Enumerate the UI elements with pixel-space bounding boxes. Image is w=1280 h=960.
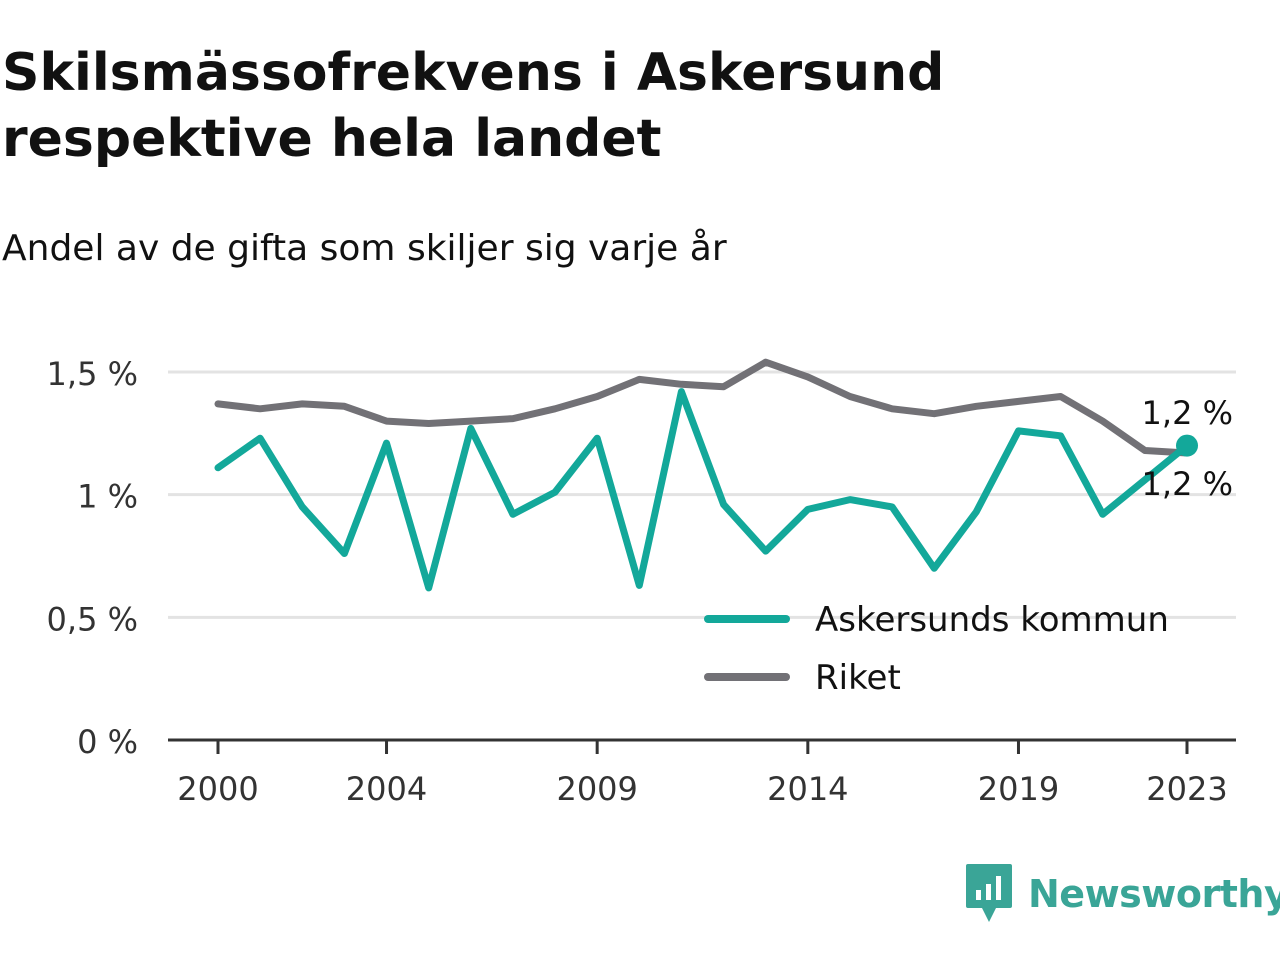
legend: Askersunds kommun Riket bbox=[704, 600, 1169, 698]
y-tick-label: 0,5 % bbox=[47, 600, 138, 638]
newsworthy-icon bbox=[966, 864, 1012, 922]
chart-subtitle: Andel av de gifta som skiljer sig varje … bbox=[2, 228, 727, 269]
y-tick-label: 1 % bbox=[77, 478, 138, 516]
legend-label: Askersunds kommun bbox=[815, 600, 1169, 640]
series-line-askersunds-kommun bbox=[214, 388, 1191, 592]
legend-label: Riket bbox=[815, 658, 901, 698]
end-labels: 1,2 % 1,2 % bbox=[1142, 394, 1233, 503]
end-marker-askersunds-kommun bbox=[1176, 434, 1198, 457]
series-line-riket bbox=[214, 358, 1191, 457]
x-axis-tick-labels: 2000 2004 2009 2014 2019 2023 bbox=[177, 770, 1227, 808]
x-tick-label: 2014 bbox=[767, 770, 848, 808]
x-tick-label: 2004 bbox=[346, 770, 427, 808]
x-tick-label: 2019 bbox=[978, 770, 1059, 808]
end-label-riket: 1,2 % bbox=[1142, 465, 1233, 503]
x-tick-label: 2023 bbox=[1146, 770, 1227, 808]
brand-logo: Newsworthy bbox=[964, 862, 1280, 926]
x-tick-label: 2000 bbox=[177, 770, 258, 808]
gridlines bbox=[168, 370, 1236, 619]
x-tick-label: 2009 bbox=[556, 770, 637, 808]
y-tick-label: 1,5 % bbox=[47, 355, 138, 393]
end-label-askersund: 1,2 % bbox=[1142, 394, 1233, 432]
series-lines bbox=[214, 358, 1198, 592]
y-tick-label: 0 % bbox=[77, 723, 138, 761]
brand-name: Newsworthy bbox=[1028, 872, 1280, 916]
chart-title: Skilsmässofrekvens i Askersund respektiv… bbox=[2, 43, 945, 169]
x-axis bbox=[168, 738, 1236, 754]
y-axis-tick-labels: 0 % 0,5 % 1 % 1,5 % bbox=[47, 355, 138, 761]
